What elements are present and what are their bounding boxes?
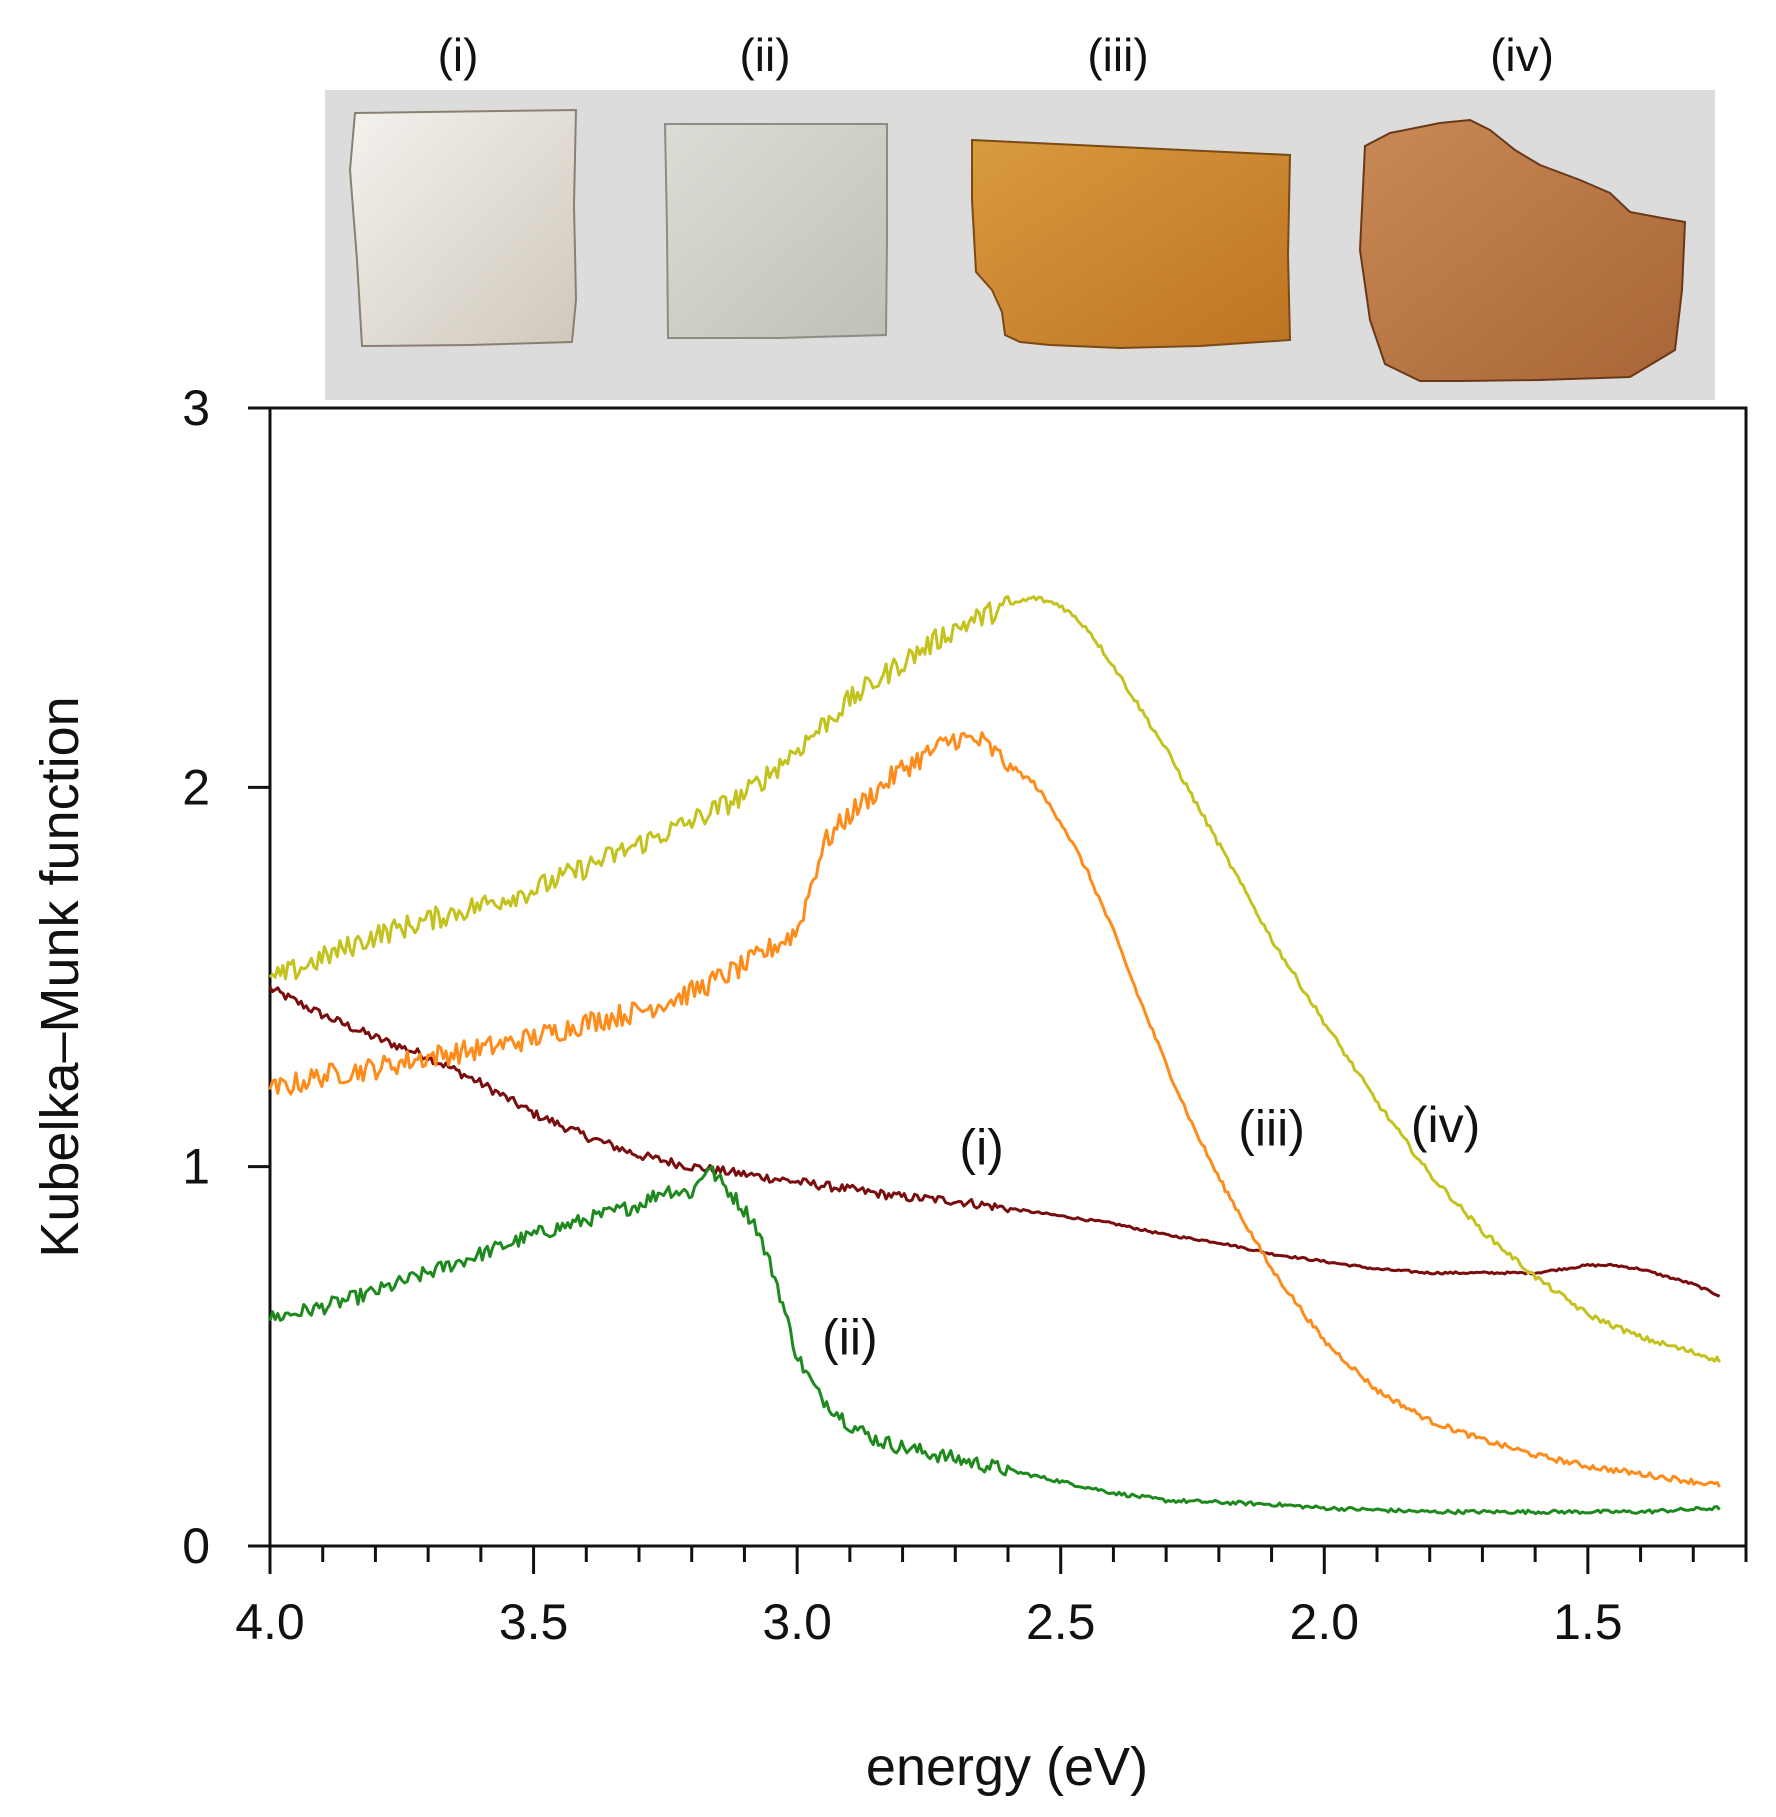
y-tick-label: 2 [182, 759, 210, 815]
plot-frame [268, 406, 1748, 1548]
x-tick-label: 3.0 [762, 1594, 832, 1650]
sample-ii-foil [663, 123, 888, 339]
series-line-ii [268, 1165, 1721, 1516]
series-layer [268, 595, 1721, 1516]
sample-label-iii: (iii) [1087, 29, 1148, 81]
sample-iii-foil [971, 138, 1292, 350]
tick-labels: 4.0 3.5 3.0 2.5 2.0 1.5 0 1 2 3 [182, 380, 1622, 1650]
series-line-iv [268, 595, 1721, 1363]
axis-ticks [248, 406, 1748, 1574]
x-tick-label: 3.5 [499, 1594, 569, 1650]
curve-label-iv: (iv) [1411, 1097, 1480, 1153]
sample-iv-foil [1358, 118, 1687, 382]
y-tick-label: 3 [182, 380, 210, 436]
y-tick-label: 0 [182, 1518, 210, 1574]
x-tick-label: 2.5 [1026, 1594, 1096, 1650]
sample-label-iv: (iv) [1490, 29, 1554, 81]
sample-i-foil [348, 108, 578, 348]
curve-label-iii: (iii) [1238, 1101, 1305, 1157]
sample-label-ii: (ii) [739, 29, 790, 81]
curve-labels: (i) (ii) (iii) (iv) [822, 1097, 1480, 1365]
curve-label-i: (i) [959, 1120, 1003, 1176]
y-tick-label: 1 [182, 1139, 210, 1195]
series-line-i [268, 986, 1721, 1298]
sample-label-i: (i) [438, 29, 479, 81]
x-tick-label: 2.0 [1290, 1594, 1360, 1650]
curve-label-ii: (ii) [822, 1309, 878, 1365]
x-tick-label: 4.0 [235, 1594, 305, 1650]
series-line-iii [268, 731, 1721, 1488]
y-axis-title: Kubelka–Munk function [30, 696, 90, 1257]
x-tick-label: 1.5 [1553, 1594, 1623, 1650]
x-axis-title: energy (eV) [866, 1737, 1148, 1797]
